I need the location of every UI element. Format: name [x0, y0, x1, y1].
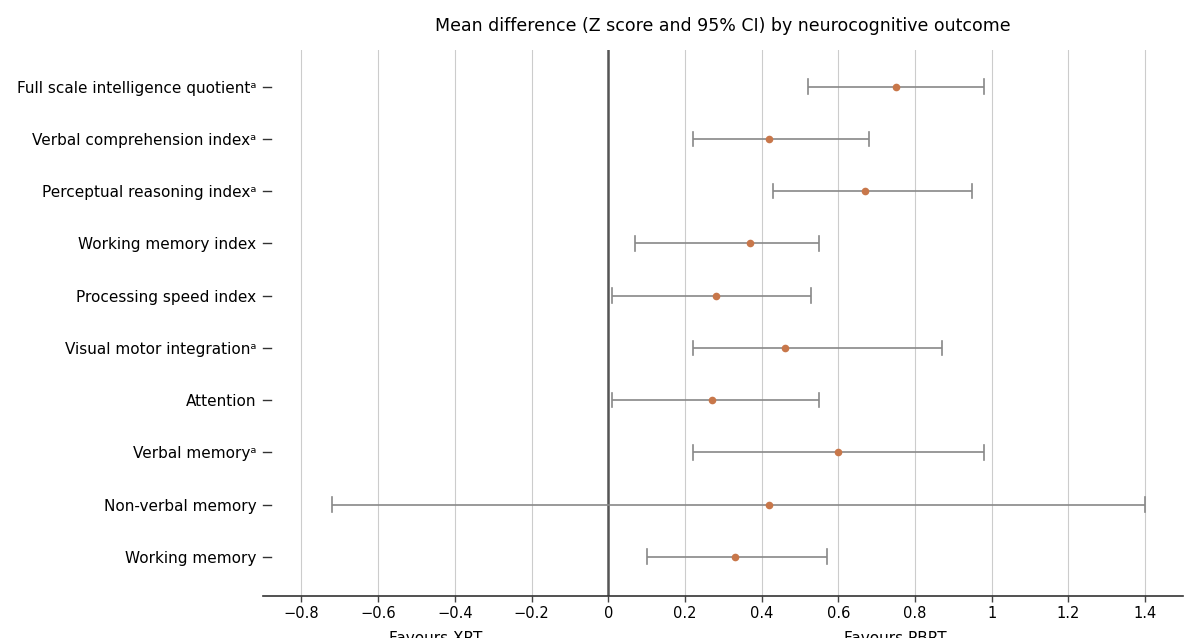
Text: Favours PBRT: Favours PBRT	[845, 631, 947, 638]
Title: Mean difference (Z score and 95% CI) by neurocognitive outcome: Mean difference (Z score and 95% CI) by …	[436, 17, 1012, 34]
Text: Favours XRT: Favours XRT	[389, 631, 482, 638]
